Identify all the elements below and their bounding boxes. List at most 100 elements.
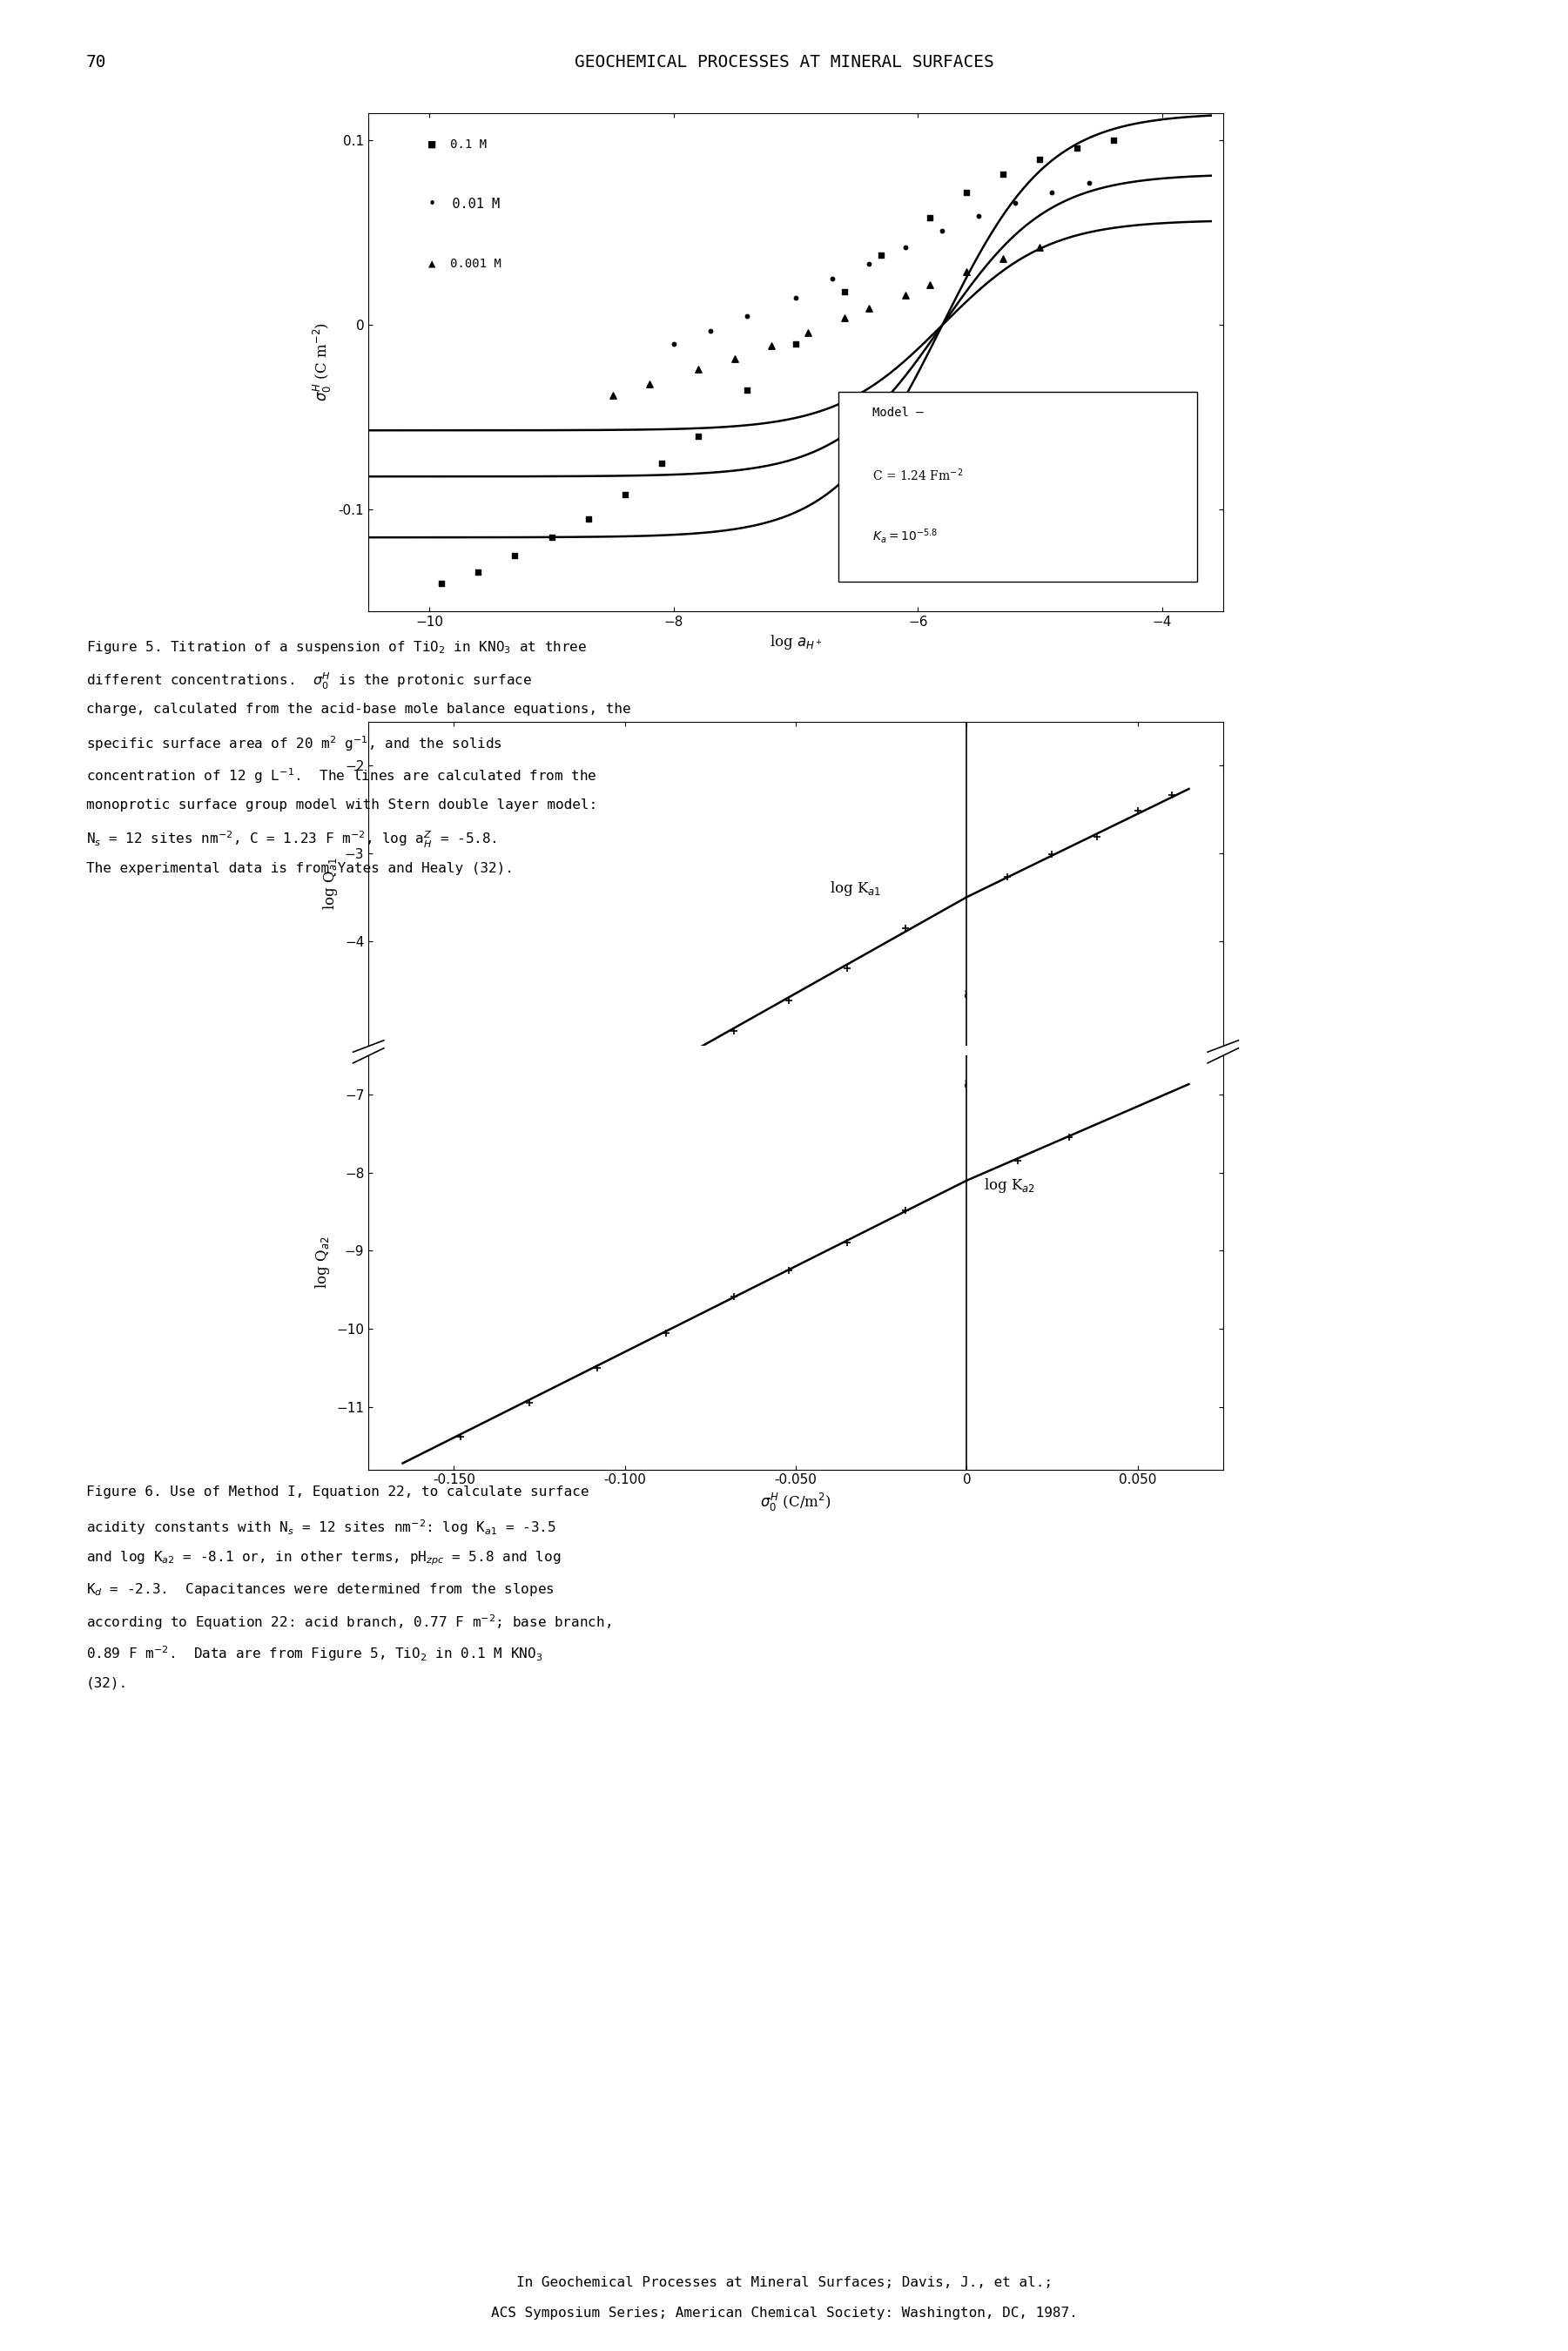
Point [1083, 818, 1109, 856]
Point [601, 376, 626, 414]
Text: GEOCHEMICAL PROCESSES AT MINERAL SURFACES: GEOCHEMICAL PROCESSES AT MINERAL SURFACE… [574, 54, 994, 71]
Point [721, 1279, 746, 1317]
Text: Figure 6. Use of Method I, Equation 22, to calculate surface: Figure 6. Use of Method I, Equation 22, … [86, 1486, 590, 1500]
Text: different concentrations.  $\sigma_0^H$ is the protonic surface: different concentrations. $\sigma_0^H$ i… [86, 672, 532, 691]
Point [1040, 835, 1065, 872]
X-axis label: $\sigma_0^H$ (C/m$^2$): $\sigma_0^H$ (C/m$^2$) [760, 1491, 831, 1514]
Text: C = 1.24 Fm$^{-2}$: C = 1.24 Fm$^{-2}$ [873, 468, 963, 482]
Y-axis label: log Q$_{a2}$: log Q$_{a2}$ [314, 1237, 331, 1288]
Text: In Geochemical Processes at Mineral Surfaces; Davis, J., et al.;: In Geochemical Processes at Mineral Surf… [516, 2276, 1052, 2290]
Point [869, 235, 894, 273]
Point [654, 1314, 679, 1352]
Point [833, 273, 858, 310]
Text: $K_a = 10^{-5.8}$: $K_a = 10^{-5.8}$ [873, 527, 938, 545]
Text: ▲  0.001 M: ▲ 0.001 M [428, 256, 502, 270]
Text: K$_d$ = -2.3.  Capacitances were determined from the slopes: K$_d$ = -2.3. Capacitances were determin… [86, 1582, 555, 1599]
Text: 0.89 F m$^{-2}$.  Data are from Figure 5, TiO$_2$ in 0.1 M KNO$_3$: 0.89 F m$^{-2}$. Data are from Figure 5,… [86, 1646, 543, 1665]
Point [1004, 183, 1029, 221]
Y-axis label: log Q$_{a1}$: log Q$_{a1}$ [321, 858, 340, 910]
Point [834, 950, 859, 987]
Text: Model —: Model — [873, 407, 924, 418]
Point [1027, 228, 1052, 266]
Point [894, 277, 919, 315]
Point [612, 477, 637, 515]
X-axis label: log $a_{H^+}$: log $a_{H^+}$ [770, 632, 822, 651]
Point [820, 261, 845, 299]
Point [776, 1251, 801, 1288]
Point [502, 536, 527, 574]
Point [1126, 792, 1151, 830]
Point [1040, 174, 1065, 212]
Point [654, 1046, 679, 1084]
Point [894, 228, 919, 266]
Point [539, 520, 564, 557]
FancyBboxPatch shape [839, 393, 1198, 581]
Text: ~: ~ [960, 1079, 974, 1086]
Text: Figure 5. Titration of a suspension of TiO$_2$ in KNO$_3$ at three: Figure 5. Titration of a suspension of T… [86, 639, 586, 656]
Point [516, 1121, 541, 1159]
Point [685, 416, 710, 454]
Text: ■  0.1 M: ■ 0.1 M [428, 139, 486, 150]
Point [856, 245, 881, 282]
Text: monoprotic surface group model with Stern double layer model:: monoprotic surface group model with Ster… [86, 799, 597, 811]
Text: (32).: (32). [86, 1676, 129, 1690]
Point [1027, 141, 1052, 179]
Point [917, 200, 942, 237]
Point [795, 313, 820, 350]
Text: 70: 70 [86, 54, 107, 71]
Point [834, 1223, 859, 1260]
Text: log K$_{a2}$: log K$_{a2}$ [983, 1176, 1035, 1194]
Point [466, 555, 491, 592]
Point [953, 254, 978, 292]
Point [585, 1349, 610, 1387]
Point [782, 324, 809, 362]
Text: and log K$_{a2}$ = -8.1 or, in other terms, pH$_{zpc}$ = 5.8 and log: and log K$_{a2}$ = -8.1 or, in other ter… [86, 1549, 561, 1568]
Point [734, 296, 759, 334]
Text: charge, calculated from the acid-base mole balance equations, the: charge, calculated from the acid-base mo… [86, 703, 630, 717]
Point [430, 564, 455, 602]
Point [776, 980, 801, 1018]
Point [448, 1418, 474, 1455]
Point [782, 280, 809, 317]
Point [734, 371, 759, 409]
Text: log K$_{a1}$: log K$_{a1}$ [829, 879, 881, 898]
Point [1159, 776, 1184, 813]
Point [585, 1084, 610, 1121]
Text: ~: ~ [960, 990, 974, 997]
Point [1057, 1119, 1082, 1157]
Point [991, 155, 1016, 193]
Point [448, 1164, 474, 1201]
Point [892, 910, 917, 947]
Text: according to Equation 22: acid branch, 0.77 F m$^{-2}$; base branch,: according to Equation 22: acid branch, 0… [86, 1613, 612, 1632]
Text: ACS Symposium Series; American Chemical Society: Washington, DC, 1987.: ACS Symposium Series; American Chemical … [491, 2306, 1077, 2320]
Point [1005, 1143, 1030, 1180]
Point [892, 1192, 917, 1230]
Text: •  0.01 M: • 0.01 M [428, 197, 500, 212]
Text: specific surface area of 20 m$^2$ g$^{-1}$, and the solids: specific surface area of 20 m$^2$ g$^{-1… [86, 734, 502, 755]
Point [966, 197, 991, 235]
Point [917, 266, 942, 303]
Text: The experimental data is from Yates and Healy (32).: The experimental data is from Yates and … [86, 863, 514, 875]
Point [575, 501, 601, 538]
Point [1101, 122, 1126, 160]
Y-axis label: $\sigma_0^H$ (C m$^{-2}$): $\sigma_0^H$ (C m$^{-2}$) [312, 322, 334, 402]
Point [856, 289, 881, 327]
Point [649, 444, 674, 482]
Text: N$_s$ = 12 sites nm$^{-2}$, C = 1.23 F m$^{-2}$, log a$_H^Z$ = -5.8.: N$_s$ = 12 sites nm$^{-2}$, C = 1.23 F m… [86, 830, 497, 851]
Point [996, 858, 1021, 896]
Point [953, 174, 978, 212]
Point [721, 1013, 746, 1051]
Text: concentration of 12 g L$^{-1}$.  The lines are calculated from the: concentration of 12 g L$^{-1}$. The line… [86, 766, 597, 785]
Point [698, 313, 723, 350]
Point [1065, 129, 1090, 167]
Point [637, 364, 662, 402]
Point [723, 339, 748, 376]
Point [759, 327, 784, 364]
Point [662, 324, 687, 362]
Point [991, 240, 1016, 277]
Point [516, 1382, 541, 1420]
Point [930, 212, 955, 249]
Text: acidity constants with N$_s$ = 12 sites nm$^{-2}$: log K$_{a1}$ = -3.5: acidity constants with N$_s$ = 12 sites … [86, 1519, 557, 1538]
Point [1076, 165, 1101, 202]
Point [685, 350, 710, 388]
